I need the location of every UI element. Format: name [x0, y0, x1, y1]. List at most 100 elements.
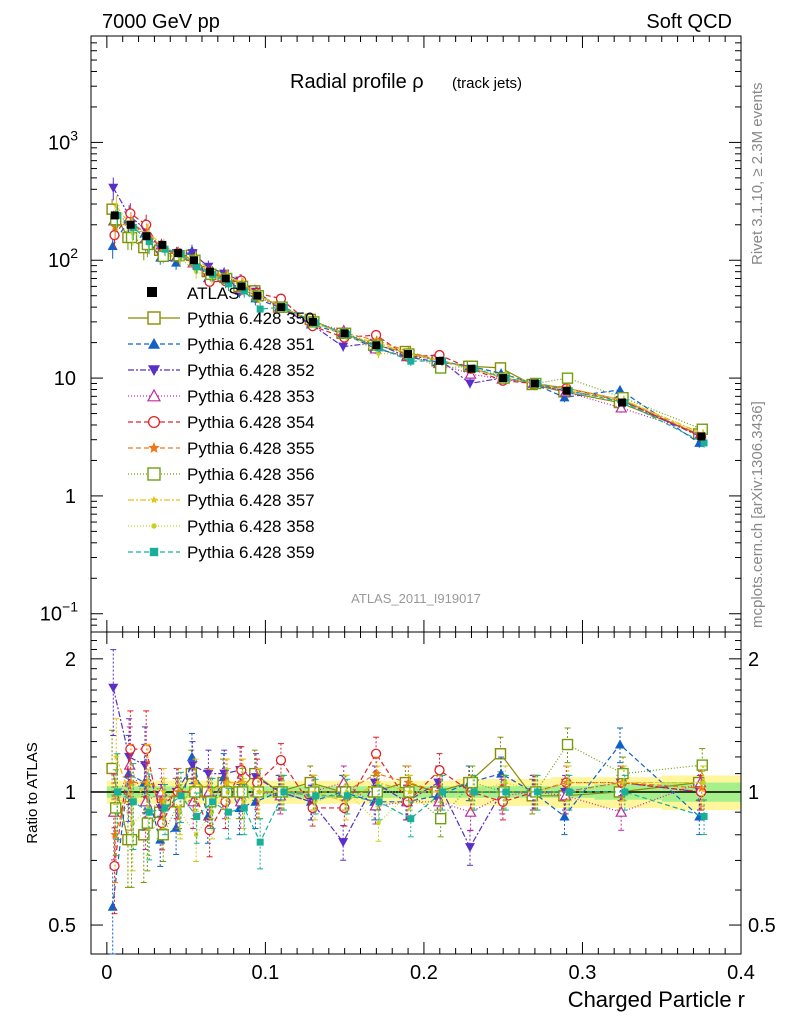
- main-marker: [130, 230, 135, 236]
- reference-marker: [435, 356, 444, 365]
- main-marker: [614, 384, 625, 394]
- ratio-marker: [123, 768, 134, 778]
- legend-item-reference: ATLAS: [147, 284, 240, 303]
- series-line: [112, 218, 700, 444]
- legend-marker: [148, 338, 160, 349]
- ratio-marker: [565, 788, 573, 796]
- ratio-marker: [145, 808, 153, 816]
- ratio-marker: [224, 808, 232, 816]
- main-marker: [107, 241, 118, 251]
- reference-marker: [277, 303, 286, 312]
- ratio-marker: [241, 799, 246, 805]
- series-ratio-2: [107, 727, 705, 955]
- series-ratio-8: [112, 718, 707, 850]
- legend-item-5: Pythia 6.428 354: [128, 413, 315, 432]
- main-marker: [256, 305, 264, 313]
- legend-marker: [147, 287, 157, 297]
- legend-item-6: Pythia 6.428 355: [128, 439, 315, 458]
- legend-marker: [148, 365, 160, 376]
- series-line: [113, 212, 702, 437]
- ratio-marker: [108, 683, 119, 693]
- reference-marker: [372, 341, 381, 350]
- ratio-marker: [110, 829, 120, 839]
- ratio-marker: [125, 743, 136, 755]
- ratio-marker: [225, 789, 231, 795]
- main-marker: [171, 257, 182, 267]
- main-marker: [700, 439, 708, 447]
- ratio-marker: [275, 755, 287, 766]
- x-tick-label: 0.2: [410, 962, 438, 984]
- legend-marker: [148, 442, 160, 453]
- legend-marker: [147, 311, 161, 325]
- reference-marker: [237, 282, 246, 291]
- legend-marker: [151, 523, 157, 529]
- main-marker: [407, 357, 415, 365]
- main-marker: [125, 208, 136, 219]
- ratio-marker: [176, 804, 184, 811]
- main-marker: [464, 379, 475, 389]
- main-marker: [157, 250, 169, 263]
- ratio-y-tick-label-right: 1: [748, 782, 759, 804]
- ratio-marker: [464, 843, 475, 853]
- ratio-marker: [130, 820, 135, 826]
- legend-label: Pythia 6.428 354: [187, 413, 315, 432]
- reference-marker: [126, 220, 135, 229]
- ratio-marker: [193, 812, 201, 820]
- legend-label: ATLAS: [187, 284, 240, 303]
- ratio-marker: [376, 820, 381, 826]
- ratio-marker: [403, 777, 414, 787]
- reference-marker: [205, 267, 214, 276]
- ratio-marker: [160, 788, 168, 795]
- reference-marker: [562, 386, 571, 395]
- series-ratio-line: [117, 791, 705, 844]
- reference-marker: [253, 291, 262, 300]
- series-ratio-line: [112, 687, 700, 849]
- ratio-marker: [193, 832, 199, 838]
- analysis-label: ATLAS_2011_I919017: [351, 591, 481, 606]
- ratio-marker: [494, 748, 507, 760]
- legend-item-8: Pythia 6.428 357: [128, 491, 315, 510]
- reference-marker: [221, 274, 230, 283]
- legend-label: Pythia 6.428 356: [187, 465, 315, 484]
- ratio-marker: [438, 788, 446, 796]
- ratio-frame: [90, 631, 742, 955]
- chart-title: Radial profile ρ: [290, 71, 424, 93]
- y-tick-label: 10−1: [40, 599, 78, 626]
- legend-item-1: Pythia 6.428 350: [128, 309, 315, 328]
- ratio-marker: [171, 822, 182, 832]
- x-axis-label: Charged Particle r: [568, 987, 745, 1012]
- ratio-marker: [141, 743, 152, 755]
- ratio-marker: [107, 901, 118, 911]
- ratio-marker: [209, 809, 215, 815]
- legend-marker: [146, 388, 162, 402]
- main-marker: [193, 269, 199, 274]
- main-ticks: [91, 35, 742, 633]
- main-data: [106, 177, 708, 448]
- legend-item-7: Pythia 6.428 356: [128, 465, 315, 484]
- main-marker: [161, 245, 169, 253]
- legend-item-10: Pythia 6.428 359: [128, 543, 315, 562]
- rivet-version-text: Rivet 3.1.10, ≥ 2.3M events: [749, 83, 766, 266]
- main-marker: [108, 183, 119, 193]
- legend-item-3: Pythia 6.428 352: [128, 361, 315, 380]
- main-marker: [338, 342, 349, 352]
- ratio-marker: [192, 779, 199, 786]
- ratio-marker: [621, 780, 627, 785]
- ratio-marker: [374, 779, 382, 786]
- ratio-y-tick-label: 0.5: [48, 915, 76, 937]
- ratio-marker: [141, 817, 154, 829]
- reference-marker: [158, 240, 167, 249]
- ratio-marker: [208, 788, 215, 795]
- legend-label: Pythia 6.428 355: [187, 439, 315, 458]
- reference-marker: [467, 364, 476, 373]
- main-marker: [561, 372, 574, 384]
- ratio-marker: [370, 748, 382, 759]
- ratio-marker: [371, 786, 383, 798]
- main-marker: [240, 287, 248, 295]
- legend-item-4: Pythia 6.428 353: [128, 387, 315, 406]
- energy-label: 7000 GeV pp: [102, 11, 220, 33]
- main-marker: [559, 392, 570, 402]
- main-panel: 10−1 1 10 102 103 Radial profile ρ (track je…: [40, 35, 742, 633]
- ratio-y-tick-label: 2: [65, 649, 76, 671]
- legend-marker: [150, 495, 158, 504]
